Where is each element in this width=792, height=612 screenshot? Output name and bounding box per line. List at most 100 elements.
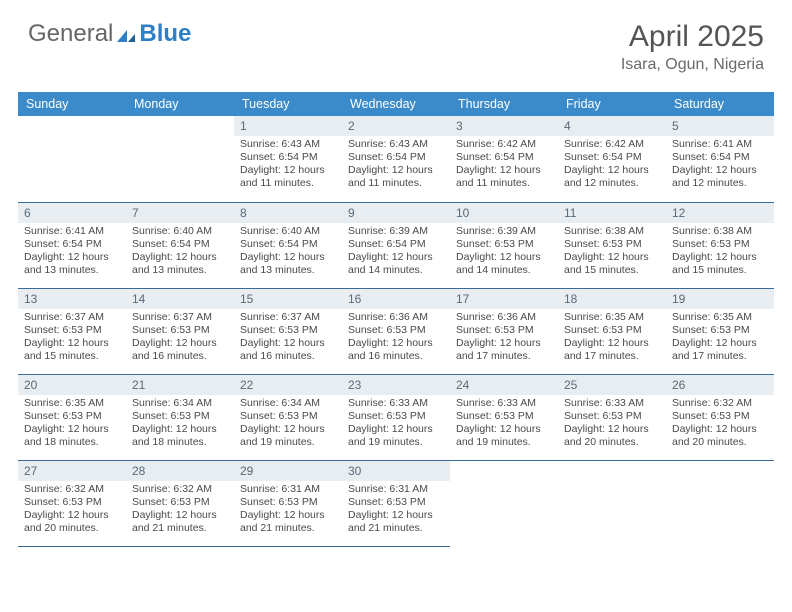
day-cell: 3Sunrise: 6:42 AMSunset: 6:54 PMDaylight… <box>450 116 558 202</box>
sunset-line: Sunset: 6:53 PM <box>672 238 768 251</box>
day-number: 16 <box>342 289 450 309</box>
calendar-row: 20Sunrise: 6:35 AMSunset: 6:53 PMDayligh… <box>18 374 774 460</box>
calendar-row: 13 Sunrise: 6:37 AMSunset: 6:53 PMDayligh… <box>18 288 774 374</box>
daylight-line: Daylight: 12 hours and 17 minutes. <box>672 337 768 363</box>
day-cell: 20Sunrise: 6:35 AMSunset: 6:53 PMDayligh… <box>18 374 126 460</box>
sunset-line: Sunset: 6:53 PM <box>24 496 120 509</box>
daylight-line: Daylight: 12 hours and 11 minutes. <box>456 164 552 190</box>
day-details: Sunrise: 6:40 AMSunset: 6:54 PMDaylight:… <box>234 223 342 282</box>
sunset-line: Sunset: 6:53 PM <box>456 238 552 251</box>
day-details: Sunrise: 6:33 AMSunset: 6:53 PMDaylight:… <box>558 395 666 454</box>
day-details: Sunrise: 6:39 AMSunset: 6:53 PMDaylight:… <box>450 223 558 282</box>
daylight-line: Daylight: 12 hours and 21 minutes. <box>240 509 336 535</box>
sunrise-line: Sunrise: 6:31 AM <box>348 483 444 496</box>
day-number: 23 <box>342 375 450 395</box>
weekday-header: Sunday <box>18 92 126 116</box>
day-cell: 8Sunrise: 6:40 AMSunset: 6:54 PMDaylight… <box>234 202 342 288</box>
sunrise-line: Sunrise: 6:41 AM <box>672 138 768 151</box>
sunset-line: Sunset: 6:53 PM <box>132 410 228 423</box>
day-details: Sunrise: 6:43 AMSunset: 6:54 PMDaylight:… <box>342 136 450 195</box>
day-number: 14 <box>126 289 234 309</box>
title-block: April 2025 Isara, Ogun, Nigeria <box>621 20 764 74</box>
day-details: Sunrise: 6:37 AMSunset: 6:53 PMDaylight:… <box>234 309 342 368</box>
day-number: 24 <box>450 375 558 395</box>
weekday-header: Monday <box>126 92 234 116</box>
daylight-line: Daylight: 12 hours and 15 minutes. <box>564 251 660 277</box>
sunrise-line: Sunrise: 6:32 AM <box>132 483 228 496</box>
day-cell: 17Sunrise: 6:36 AMSunset: 6:53 PMDayligh… <box>450 288 558 374</box>
day-cell: 13Sunrise: 6:37 AMSunset: 6:53 PMDayligh… <box>18 288 126 374</box>
sunrise-line: Sunrise: 6:36 AM <box>456 311 552 324</box>
day-cell: 28Sunrise: 6:32 AMSunset: 6:53 PMDayligh… <box>126 460 234 546</box>
day-details: Sunrise: 6:40 AMSunset: 6:54 PMDaylight:… <box>126 223 234 282</box>
sunrise-line: Sunrise: 6:41 AM <box>24 225 120 238</box>
sail-icon <box>115 23 137 39</box>
day-details: Sunrise: 6:33 AMSunset: 6:53 PMDaylight:… <box>450 395 558 454</box>
day-details: Sunrise: 6:32 AMSunset: 6:53 PMDaylight:… <box>666 395 774 454</box>
sunrise-line: Sunrise: 6:33 AM <box>456 397 552 410</box>
sunset-line: Sunset: 6:54 PM <box>348 151 444 164</box>
calendar-table: SundayMondayTuesdayWednesdayThursdayFrid… <box>18 92 774 547</box>
daylight-line: Daylight: 12 hours and 19 minutes. <box>240 423 336 449</box>
sunset-line: Sunset: 6:53 PM <box>672 410 768 423</box>
weekday-header: Friday <box>558 92 666 116</box>
day-details: Sunrise: 6:32 AMSunset: 6:53 PMDaylight:… <box>18 481 126 540</box>
daylight-line: Daylight: 12 hours and 17 minutes. <box>564 337 660 363</box>
day-details: Sunrise: 6:36 AMSunset: 6:53 PMDaylight:… <box>450 309 558 368</box>
day-cell: 12Sunrise: 6:38 AMSunset: 6:53 PMDayligh… <box>666 202 774 288</box>
empty-cell <box>666 460 774 546</box>
daylight-line: Daylight: 12 hours and 18 minutes. <box>132 423 228 449</box>
empty-cell <box>18 116 126 202</box>
day-number: 26 <box>666 375 774 395</box>
daylight-line: Daylight: 12 hours and 18 minutes. <box>24 423 120 449</box>
daylight-line: Daylight: 12 hours and 13 minutes. <box>240 251 336 277</box>
day-cell: 25Sunrise: 6:33 AMSunset: 6:53 PMDayligh… <box>558 374 666 460</box>
day-cell: 27Sunrise: 6:32 AMSunset: 6:53 PMDayligh… <box>18 460 126 546</box>
sunset-line: Sunset: 6:53 PM <box>456 410 552 423</box>
empty-cell <box>126 116 234 202</box>
weekday-header: Thursday <box>450 92 558 116</box>
daylight-line: Daylight: 12 hours and 16 minutes. <box>240 337 336 363</box>
sunrise-line: Sunrise: 6:35 AM <box>564 311 660 324</box>
header: General Blue April 2025 Isara, Ogun, Nig… <box>0 0 792 84</box>
day-cell: 19Sunrise: 6:35 AMSunset: 6:53 PMDayligh… <box>666 288 774 374</box>
weekday-header: Saturday <box>666 92 774 116</box>
sunset-line: Sunset: 6:54 PM <box>24 238 120 251</box>
weekday-header-row: SundayMondayTuesdayWednesdayThursdayFrid… <box>18 92 774 116</box>
brand-logo: General Blue <box>28 20 191 48</box>
sunset-line: Sunset: 6:53 PM <box>240 410 336 423</box>
sunset-line: Sunset: 6:54 PM <box>132 238 228 251</box>
day-number: 15 <box>234 289 342 309</box>
daylight-line: Daylight: 12 hours and 21 minutes. <box>132 509 228 535</box>
calendar-row: 27Sunrise: 6:32 AMSunset: 6:53 PMDayligh… <box>18 460 774 546</box>
sunset-line: Sunset: 6:53 PM <box>240 496 336 509</box>
day-number: 29 <box>234 461 342 481</box>
empty-cell <box>450 460 558 546</box>
daylight-line: Daylight: 12 hours and 14 minutes. <box>456 251 552 277</box>
day-number: 13 <box>18 289 126 309</box>
sunrise-line: Sunrise: 6:43 AM <box>348 138 444 151</box>
page-title: April 2025 <box>621 20 764 54</box>
day-number: 21 <box>126 375 234 395</box>
sunrise-line: Sunrise: 6:34 AM <box>240 397 336 410</box>
day-cell: 4Sunrise: 6:42 AMSunset: 6:54 PMDaylight… <box>558 116 666 202</box>
day-details: Sunrise: 6:31 AMSunset: 6:53 PMDaylight:… <box>342 481 450 540</box>
day-cell: 14Sunrise: 6:37 AMSunset: 6:53 PMDayligh… <box>126 288 234 374</box>
daylight-line: Daylight: 12 hours and 20 minutes. <box>24 509 120 535</box>
day-details: Sunrise: 6:35 AMSunset: 6:53 PMDaylight:… <box>18 395 126 454</box>
day-number: 19 <box>666 289 774 309</box>
empty-cell <box>558 460 666 546</box>
sunrise-line: Sunrise: 6:40 AM <box>132 225 228 238</box>
day-number: 22 <box>234 375 342 395</box>
day-cell: 24Sunrise: 6:33 AMSunset: 6:53 PMDayligh… <box>450 374 558 460</box>
sunrise-line: Sunrise: 6:32 AM <box>24 483 120 496</box>
daylight-line: Daylight: 12 hours and 19 minutes. <box>348 423 444 449</box>
day-details: Sunrise: 6:42 AMSunset: 6:54 PMDaylight:… <box>450 136 558 195</box>
sunrise-line: Sunrise: 6:35 AM <box>24 397 120 410</box>
day-details: Sunrise: 6:38 AMSunset: 6:53 PMDaylight:… <box>666 223 774 282</box>
sunset-line: Sunset: 6:54 PM <box>240 151 336 164</box>
brand-part2: Blue <box>139 20 191 48</box>
day-details: Sunrise: 6:35 AMSunset: 6:53 PMDaylight:… <box>666 309 774 368</box>
daylight-line: Daylight: 12 hours and 17 minutes. <box>456 337 552 363</box>
day-details: Sunrise: 6:36 AMSunset: 6:53 PMDaylight:… <box>342 309 450 368</box>
